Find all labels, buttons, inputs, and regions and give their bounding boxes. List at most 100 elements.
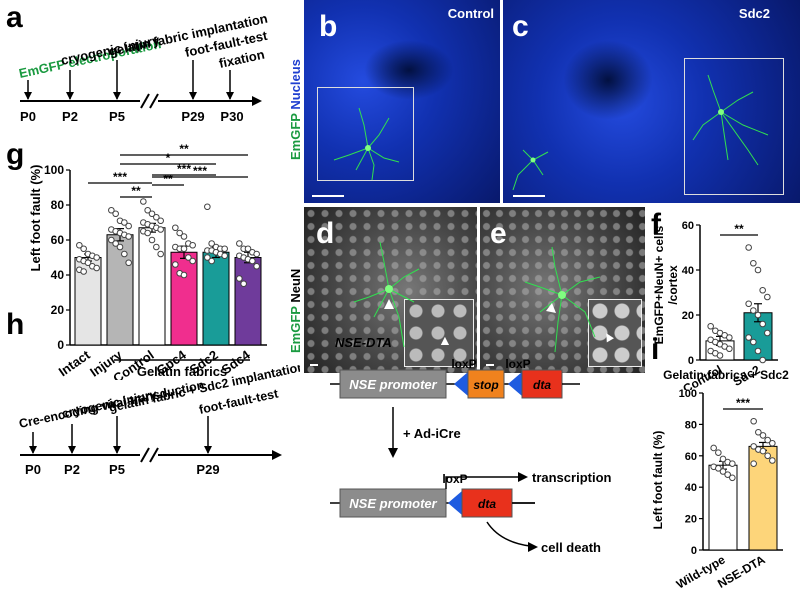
svg-text:EmGFP Nucleus: EmGFP Nucleus <box>288 59 303 160</box>
i-ylabel: Left foot fault (%) <box>651 431 665 530</box>
g-point <box>76 241 83 249</box>
g-point <box>125 222 132 230</box>
g-point <box>125 233 132 240</box>
g-point <box>208 257 215 265</box>
g-point <box>189 257 196 265</box>
g-point <box>153 243 160 251</box>
g-sig-label: * <box>166 151 171 165</box>
g-ytick-label: 0 <box>57 338 64 352</box>
neuron-d <box>310 241 420 366</box>
g-point <box>240 280 247 288</box>
f-point <box>764 329 771 337</box>
loxp-label: loxP <box>451 357 476 371</box>
panel-label-e: e <box>490 217 507 250</box>
f-point <box>750 338 757 346</box>
panel-label-f: f <box>651 208 661 241</box>
loxp-triangle <box>454 372 468 396</box>
neuron-c <box>512 74 769 197</box>
i-ytick-label: 80 <box>685 419 697 431</box>
f-point <box>754 311 762 319</box>
g-sig-label: ** <box>179 142 189 156</box>
label-sdc2: Sdc2 <box>738 6 770 21</box>
i-point <box>759 447 767 455</box>
panel-label-i: i <box>651 333 660 366</box>
dta-label: dta <box>478 497 496 511</box>
f-point <box>750 259 757 267</box>
g-point <box>144 229 151 237</box>
loxp-triangle <box>448 491 462 515</box>
i-point <box>715 449 722 456</box>
g-point <box>93 264 100 272</box>
g-point <box>249 257 256 265</box>
g-point <box>121 250 128 258</box>
g-point <box>157 217 164 225</box>
micrograph-b: b Control <box>304 0 500 203</box>
promoter-label: NSE promoter <box>349 496 437 511</box>
g-bar-control <box>138 227 166 346</box>
i-point <box>769 457 776 464</box>
g-point <box>180 245 188 253</box>
micrograph-d: ▲ d <box>304 207 477 373</box>
i-point <box>710 444 717 452</box>
g-point <box>153 213 160 221</box>
row2-ylabel-green: EmGFP <box>288 306 303 353</box>
panel-label-c: c <box>512 10 529 43</box>
i-point <box>729 474 736 482</box>
f-point <box>759 320 766 328</box>
adicre-label: + Ad-iCre <box>403 426 461 441</box>
arrowhead-icon: ▲ <box>438 332 452 348</box>
g-point <box>140 198 147 205</box>
g-sig-label: *** <box>193 164 207 178</box>
g-point <box>180 233 188 240</box>
inset-box <box>317 87 414 181</box>
f-point <box>750 307 757 314</box>
g-point <box>112 210 119 218</box>
g-point <box>253 262 260 270</box>
f-point <box>726 334 733 341</box>
f-ytick-label: 60 <box>682 220 694 232</box>
stop-label: stop <box>473 378 498 392</box>
i-point <box>719 455 727 463</box>
timeline-h-tick: P29 <box>196 462 219 477</box>
g-point <box>208 240 215 247</box>
g-point <box>236 275 243 282</box>
i-ytick-label: 40 <box>685 482 697 494</box>
g-point <box>116 243 124 251</box>
g-bar-injury <box>106 234 134 346</box>
g-point <box>108 206 115 214</box>
g-point <box>80 245 87 253</box>
g-point <box>172 224 179 232</box>
f-point <box>716 352 724 359</box>
panel-label-a: a <box>6 1 23 34</box>
timeline-h: Cre-encoding viral transduction cryogeni… <box>18 360 300 477</box>
i-point <box>750 443 757 450</box>
timeline-a-tick: P29 <box>181 109 204 124</box>
f-point <box>754 266 762 274</box>
g-point <box>236 240 243 247</box>
f-point <box>745 334 752 341</box>
inset-box <box>684 58 784 195</box>
micrograph-c: c Sdc2 <box>503 0 800 203</box>
i-point <box>750 460 757 467</box>
g-point <box>148 236 156 244</box>
loxp-triangle <box>508 372 522 396</box>
g-ytick-label: 40 <box>51 268 65 282</box>
f-ylabel: EmGFP+NeuN+ cells/cortex <box>652 225 680 344</box>
g-point <box>144 206 151 214</box>
transcription-label: transcription <box>532 470 612 485</box>
g-point <box>121 219 128 226</box>
g-ylabel: Left foot fault (%) <box>28 165 43 272</box>
f-point <box>726 345 733 353</box>
i-sig-label: *** <box>736 396 750 410</box>
neuron-b <box>312 107 400 197</box>
i-point <box>719 468 727 475</box>
g-point <box>93 254 100 261</box>
g-sig-label: ** <box>163 172 173 186</box>
timeline-h-tick: P5 <box>109 462 125 477</box>
timeline-a-tick: P0 <box>20 109 36 124</box>
f-point <box>759 286 766 294</box>
row1-ylabel: EmGFP Nucleus <box>288 59 303 160</box>
row2-ylabel: EmGFP NeuN <box>288 269 303 353</box>
death-label: cell death <box>541 540 601 555</box>
g-point <box>157 226 164 233</box>
